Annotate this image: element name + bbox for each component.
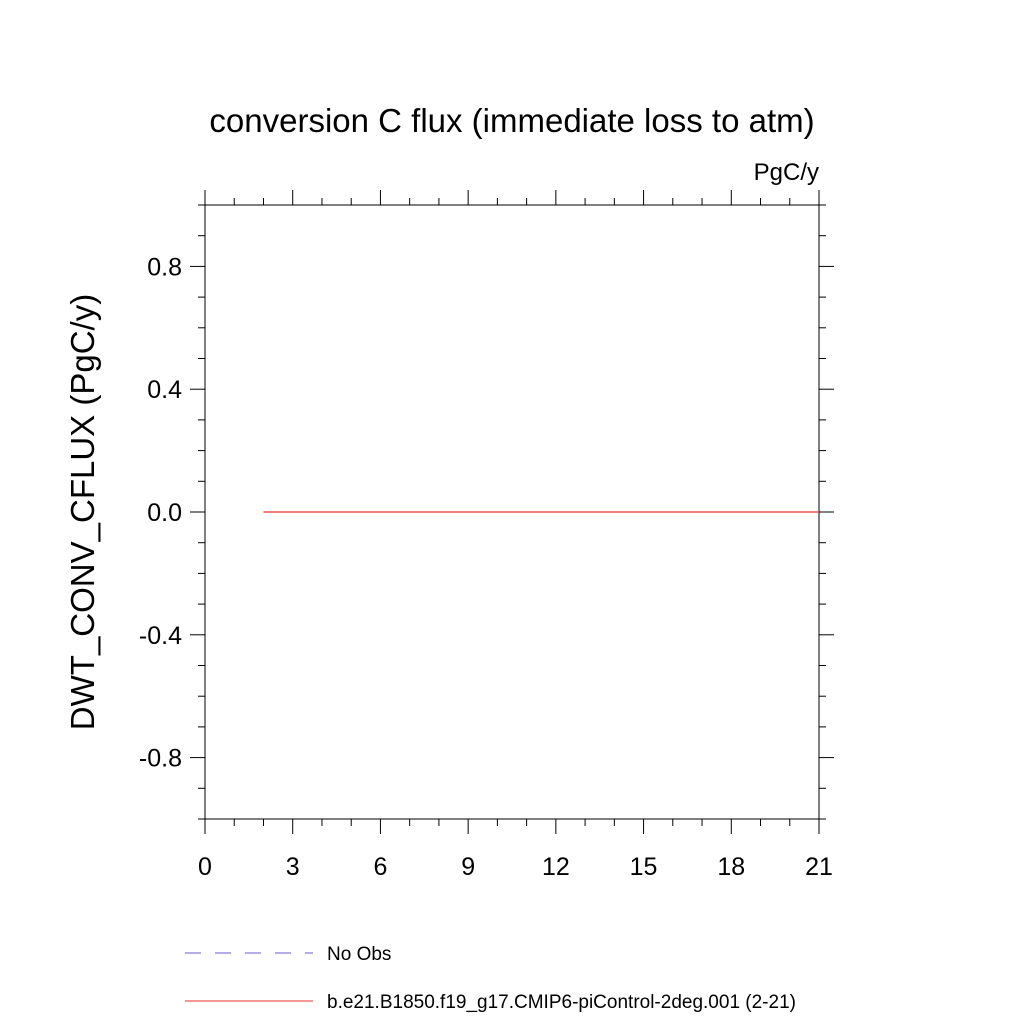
y-tick-label: -0.4 [139,622,182,650]
x-tick-label: 3 [286,853,300,881]
y-axis-label: DWT_CONV_CFLUX (PgC/y) [64,294,101,730]
x-tick-label: 15 [630,853,658,881]
y-tick-label: 0.4 [147,376,182,404]
y-tick-label: 0.8 [147,253,182,281]
y-axis-ticks: -0.8 -0.4 0.0 0.4 0.8 [139,204,834,820]
legend-label-1: No Obs [327,944,391,965]
legend: No Obs b.e21.B1850.f19_g17.CMIP6-piContro… [185,944,796,1013]
x-tick-label: 6 [373,853,387,881]
y-tick-label: 0.0 [147,499,182,527]
x-tick-label: 21 [805,853,833,881]
x-tick-label: 18 [717,853,745,881]
units-label: PgC/y [754,159,819,186]
x-tick-label: 9 [461,853,475,881]
x-tick-label: 0 [198,853,212,881]
y-tick-label: -0.8 [139,745,182,773]
x-axis-ticks: 0 3 6 9 12 15 18 21 [198,190,833,881]
x-tick-label: 12 [542,853,570,881]
legend-label-2: b.e21.B1850.f19_g17.CMIP6-piControl-2deg… [327,992,796,1013]
chart-title: conversion C flux (immediate loss to atm… [209,102,814,139]
